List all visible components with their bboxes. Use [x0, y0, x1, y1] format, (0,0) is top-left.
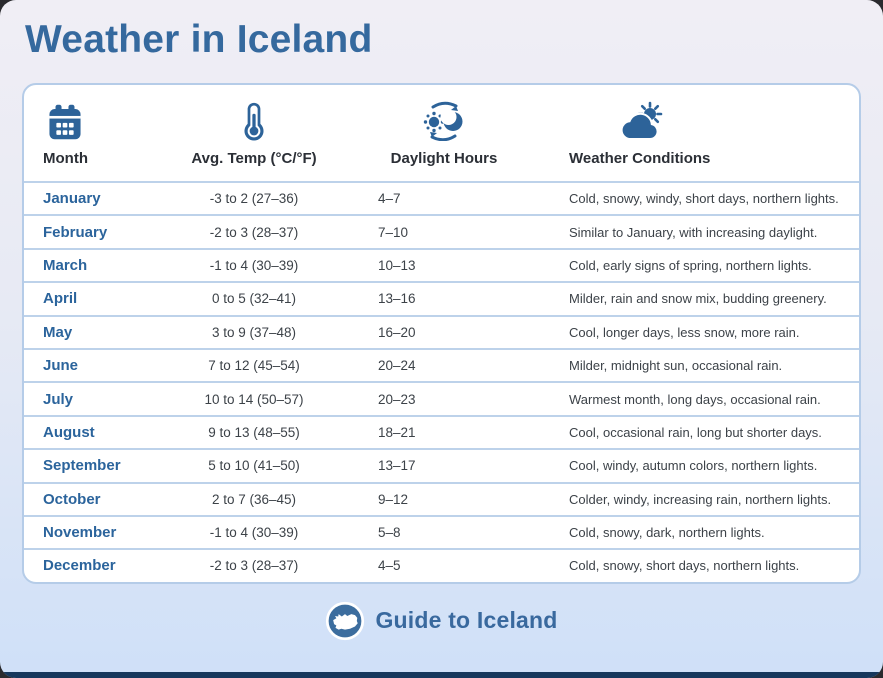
- temp-cell: 2 to 7 (36–45): [211, 491, 297, 507]
- weather-table-card: Month: [22, 83, 861, 584]
- conditions-cell: Cool, windy, autumn colors, northern lig…: [569, 458, 818, 474]
- daylight-cell: 20–24: [378, 358, 416, 374]
- temp-cell: -1 to 4 (30–39): [209, 525, 299, 541]
- thermometer-icon: [232, 102, 276, 141]
- temp-cell: 5 to 10 (41–50): [208, 458, 300, 474]
- daylight-cell: 20–23: [378, 391, 416, 407]
- table-row: May 3 to 9 (37–48) 16–20 Cool, longer da…: [24, 314, 859, 348]
- table-row: January -3 to 2 (27–36) 4–7 Cold, snowy,…: [24, 181, 859, 214]
- table-row: October 2 to 7 (36–45) 9–12 Colder, wind…: [24, 481, 859, 515]
- temp-cell: 7 to 12 (45–54): [208, 358, 300, 374]
- conditions-cell: Cold, snowy, short days, northern lights…: [569, 558, 800, 574]
- month-cell: August: [43, 423, 95, 441]
- conditions-cell: Cold, early signs of spring, northern li…: [569, 257, 812, 273]
- temp-cell: 3 to 9 (37–48): [211, 324, 297, 340]
- calendar-icon: [45, 103, 85, 141]
- month-cell: January: [43, 190, 101, 208]
- table-row: March -1 to 4 (30–39) 10–13 Cold, early …: [24, 247, 859, 281]
- table-row: July 10 to 14 (50–57) 20–23 Warmest mont…: [24, 381, 859, 414]
- daylight-cell: 13–17: [378, 458, 416, 474]
- month-cell: May: [43, 323, 73, 341]
- iceland-map-logo-icon: [325, 601, 365, 641]
- header-conditions-label: Weather Conditions: [569, 150, 711, 167]
- temp-cell: 0 to 5 (32–41): [211, 291, 297, 307]
- header-temp: Avg. Temp (°C/°F): [164, 102, 344, 167]
- temp-cell: -2 to 3 (28–37): [209, 224, 299, 240]
- daylight-cell: 16–20: [378, 324, 416, 340]
- daylight-cell: 13–16: [378, 291, 416, 307]
- daylight-cell: 18–21: [378, 424, 416, 440]
- table-row: August 9 to 13 (48–55) 18–21 Cool, occas…: [24, 414, 859, 448]
- temp-cell: -3 to 2 (27–36): [209, 191, 299, 207]
- daylight-cell: 9–12: [378, 491, 409, 507]
- conditions-cell: Similar to January, with increasing dayl…: [569, 224, 818, 240]
- table-row: December -2 to 3 (28–37) 4–5 Cold, snowy…: [24, 548, 859, 581]
- cloud-sun-icon: [617, 101, 663, 141]
- daylight-cell: 7–10: [378, 224, 409, 240]
- conditions-cell: Cool, occasional rain, long but shorter …: [569, 424, 822, 440]
- header-temp-label: Avg. Temp (°C/°F): [191, 150, 317, 167]
- daylight-cell: 4–5: [378, 558, 401, 574]
- month-cell: October: [43, 490, 101, 508]
- month-cell: April: [43, 290, 78, 308]
- table-header-row: Month: [24, 85, 859, 181]
- month-cell: July: [43, 390, 74, 408]
- brand-name: Guide to Iceland: [375, 607, 558, 634]
- month-cell: June: [43, 357, 79, 375]
- daylight-cell: 5–8: [378, 525, 401, 541]
- table-row: September 5 to 10 (41–50) 13–17 Cool, wi…: [24, 448, 859, 481]
- temp-cell: -1 to 4 (30–39): [209, 257, 299, 273]
- table-row: April 0 to 5 (32–41) 13–16 Milder, rain …: [24, 281, 859, 314]
- conditions-cell: Cold, snowy, dark, northern lights.: [569, 525, 765, 541]
- conditions-cell: Colder, windy, increasing rain, northern…: [569, 491, 832, 507]
- month-cell: December: [43, 557, 116, 575]
- conditions-cell: Milder, rain and snow mix, budding green…: [569, 291, 827, 307]
- daylight-cell: 4–7: [378, 191, 401, 207]
- conditions-cell: Milder, midnight sun, occasional rain.: [569, 358, 783, 374]
- weather-table-body: January -3 to 2 (27–36) 4–7 Cold, snowy,…: [24, 181, 859, 582]
- month-cell: November: [43, 524, 117, 542]
- footer-brand: Guide to Iceland: [0, 601, 883, 641]
- table-row: November -1 to 4 (30–39) 5–8 Cold, snowy…: [24, 514, 859, 548]
- header-month: Month: [43, 103, 88, 167]
- temp-cell: -2 to 3 (28–37): [209, 558, 299, 574]
- header-month-label: Month: [43, 150, 88, 167]
- temp-cell: 10 to 14 (50–57): [204, 391, 304, 407]
- conditions-cell: Cold, snowy, windy, short days, northern…: [569, 191, 839, 207]
- month-cell: March: [43, 256, 88, 274]
- month-cell: September: [43, 457, 121, 475]
- conditions-cell: Warmest month, long days, occasional rai…: [569, 391, 821, 407]
- header-daylight: Daylight Hours: [344, 101, 544, 167]
- page-title: Weather in Iceland: [25, 18, 373, 61]
- table-row: June 7 to 12 (45–54) 20–24 Milder, midni…: [24, 347, 859, 381]
- conditions-cell: Cool, longer days, less snow, more rain.: [569, 324, 800, 340]
- header-conditions: Weather Conditions: [569, 101, 711, 167]
- temp-cell: 9 to 13 (48–55): [208, 424, 300, 440]
- month-cell: February: [43, 223, 108, 241]
- daylight-cell: 10–13: [378, 257, 416, 273]
- header-daylight-label: Daylight Hours: [390, 150, 498, 167]
- day-night-cycle-icon: [419, 101, 469, 141]
- bottom-accent-bar: [0, 672, 883, 678]
- table-row: February -2 to 3 (28–37) 7–10 Similar to…: [24, 214, 859, 247]
